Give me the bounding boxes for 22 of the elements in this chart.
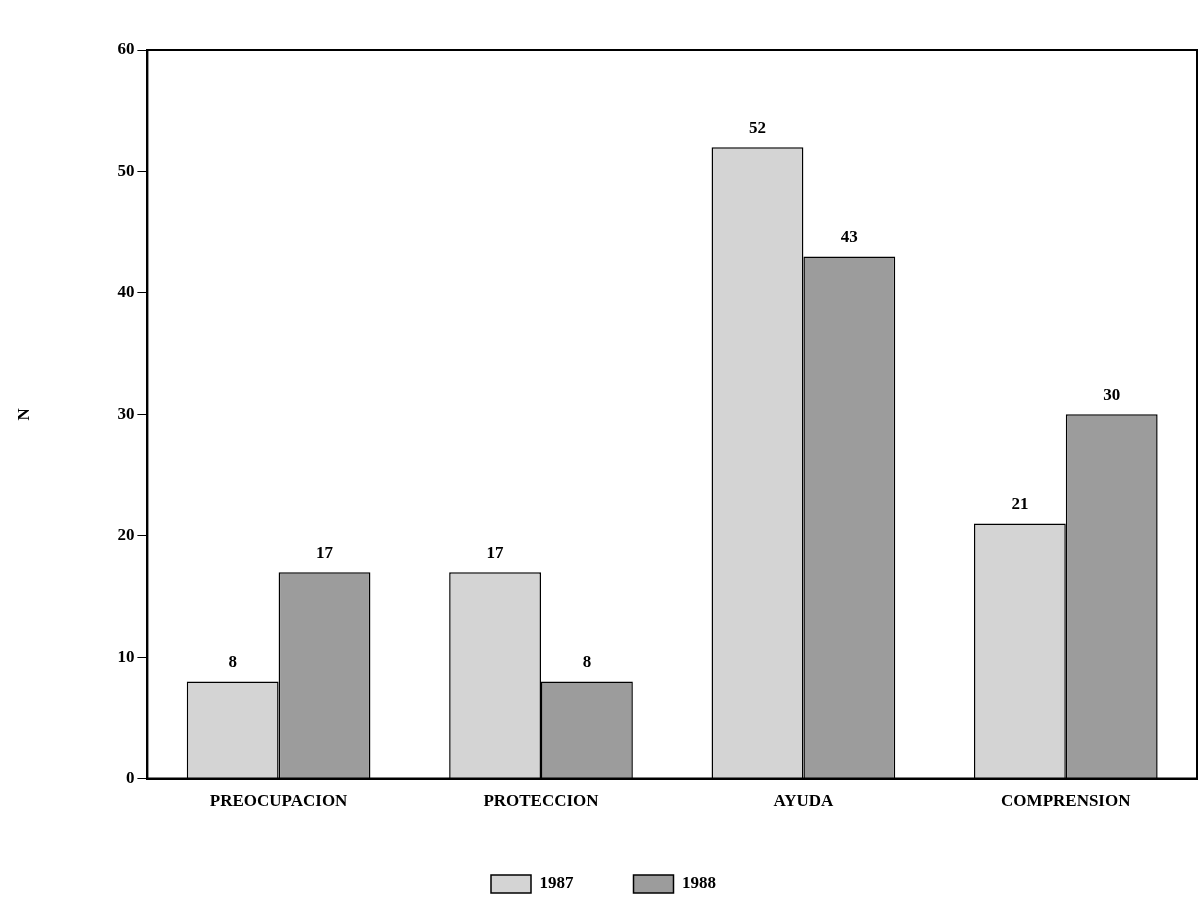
data-label: 52 <box>748 118 766 138</box>
legend-label: 1988 <box>682 873 716 893</box>
data-label: 17 <box>316 543 334 563</box>
data-label: 30 <box>1103 385 1121 405</box>
y-tick-label: 60 <box>117 39 135 59</box>
y-tick-label: 40 <box>117 282 135 302</box>
x-tick-label: COMPRENSION <box>1001 791 1132 811</box>
y-tick-label: 10 <box>117 646 135 666</box>
data-label: 43 <box>840 227 858 247</box>
x-tick-label: PROTECCION <box>483 791 600 811</box>
y-axis-title: N <box>13 407 33 421</box>
x-tick-label: PREOCUPACION <box>209 791 349 811</box>
y-tick-label: 20 <box>117 525 135 545</box>
data-label: 17 <box>486 543 505 563</box>
x-tick-label: AYUDA <box>773 791 835 811</box>
data-label: 8 <box>582 652 592 672</box>
legend-label: 1987 <box>539 873 574 893</box>
y-tick-label: 50 <box>117 160 135 180</box>
data-label: 8 <box>228 652 237 672</box>
data-label: 21 <box>1011 494 1029 514</box>
y-tick-label: 30 <box>117 403 135 423</box>
y-tick-label: 0 <box>125 767 135 787</box>
